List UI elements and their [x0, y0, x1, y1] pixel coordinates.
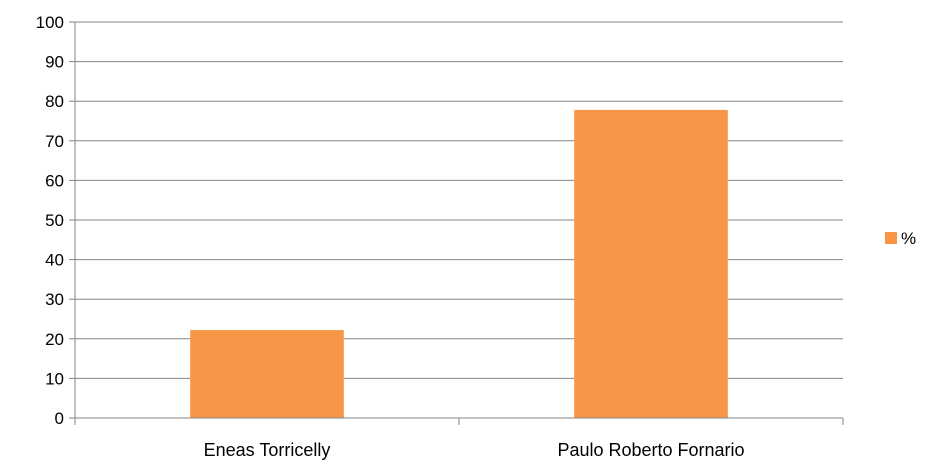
x-category-label: Eneas Torricelly [204, 440, 331, 460]
y-tick-labels: 0 10 20 30 40 50 60 70 80 90 100 [36, 13, 64, 428]
legend-swatch [885, 232, 897, 244]
y-tick-label: 30 [45, 290, 64, 309]
y-tick-label: 100 [36, 13, 64, 32]
bar [190, 330, 344, 418]
x-category-label: Paulo Roberto Fornario [557, 440, 744, 460]
legend: % [885, 229, 916, 248]
bars [190, 109, 728, 419]
legend-label: % [901, 229, 916, 248]
y-tick-label: 70 [45, 132, 64, 151]
y-tick-label: 60 [45, 171, 64, 190]
bar [574, 109, 728, 419]
axes [69, 21, 844, 425]
y-tick-label: 90 [45, 53, 64, 72]
y-tick-label: 10 [45, 369, 64, 388]
y-tick-label: 40 [45, 251, 64, 270]
y-tick-label: 80 [45, 92, 64, 111]
y-tick-label: 0 [55, 409, 64, 428]
y-tick-label: 50 [45, 211, 64, 230]
y-tick-label: 20 [45, 330, 64, 349]
x-tick-labels: Eneas Torricelly Paulo Roberto Fornario [204, 440, 745, 460]
